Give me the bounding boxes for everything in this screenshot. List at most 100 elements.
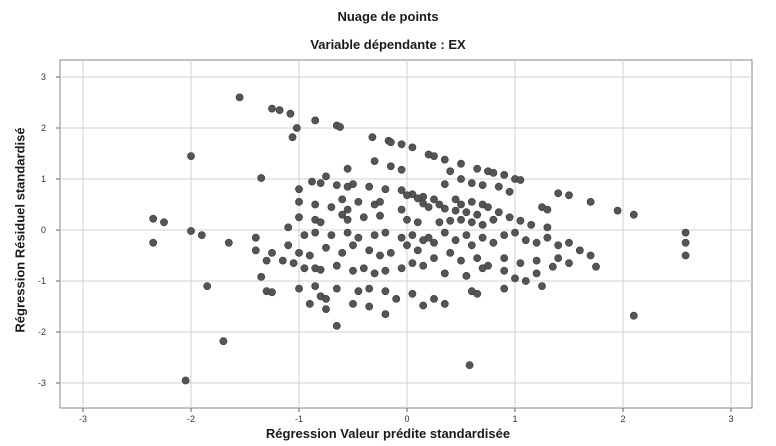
data-point [316,179,325,187]
data-point [370,157,379,165]
data-point [311,200,320,209]
data-point [181,376,190,385]
data-point [565,191,573,200]
y-tick-label: 0 [41,225,46,235]
data-point [629,210,638,219]
data-point [365,302,374,311]
data-point [187,152,195,160]
data-point [365,246,374,255]
x-axis-label: Régression Valeur prédite standardisée [265,426,511,441]
data-point [262,256,271,265]
data-point [516,259,525,267]
y-tick-label: -3 [38,378,46,388]
data-point [349,266,357,275]
data-point [338,210,347,219]
data-point [462,231,471,239]
data-point [554,241,563,250]
y-tick-label: 2 [41,123,46,133]
data-point [543,223,552,232]
data-point [268,104,276,113]
data-point [462,271,471,280]
data-point [338,248,347,257]
data-point [284,223,293,232]
data-point [478,181,487,189]
data-point [160,218,168,227]
data-point [322,294,330,303]
data-point [419,261,428,270]
data-point [397,233,406,242]
data-point [592,262,600,271]
data-point [478,264,487,273]
data-point [359,264,368,273]
data-point [440,269,449,278]
x-tick-label: 0 [404,414,409,424]
data-point [235,93,244,102]
data-point [505,213,514,222]
data-point [446,167,455,176]
data-point [300,264,309,273]
data-point [343,164,352,173]
data-point [397,205,406,214]
data-point [489,168,498,177]
data-point [386,138,395,147]
chart-title: Nuage de points [337,9,439,24]
data-point [451,195,460,204]
data-point [473,289,482,298]
data-point [681,251,690,260]
data-point [359,213,368,222]
data-point [381,185,390,194]
y-tick-label: 1 [41,174,46,184]
data-point [467,241,476,250]
data-point [586,197,595,206]
data-point [381,287,390,296]
data-point [516,176,525,184]
data-point [343,228,352,237]
data-point [376,251,384,260]
data-point [295,248,303,257]
data-point [397,140,406,149]
data-point [408,289,417,298]
data-point [473,210,482,219]
data-point [430,238,438,247]
data-point [343,215,352,224]
data-point [349,299,357,308]
data-point [286,109,295,118]
data-point [289,259,298,267]
x-tick-label: 1 [512,414,517,424]
data-point [478,233,487,242]
data-point [527,220,536,229]
data-point [386,162,395,171]
data-point [681,238,690,247]
x-tick-label: -1 [295,414,303,424]
data-point [413,218,422,227]
data-point [354,287,363,296]
data-point [316,265,325,274]
data-point [257,272,266,281]
data-point [368,133,377,142]
data-point [440,228,449,237]
data-point [322,172,330,181]
x-tick-label: -2 [187,414,195,424]
data-point [336,123,344,131]
data-point [521,236,530,245]
data-point [149,238,158,247]
data-point [149,214,158,223]
data-point [376,211,384,220]
data-point [521,277,530,285]
data-point [473,254,482,262]
data-point [532,256,541,265]
data-point [435,218,444,227]
data-point [494,208,503,217]
data-point [494,182,503,191]
data-point [354,233,363,242]
data-point [311,228,320,237]
data-point [403,191,411,200]
data-point [278,256,287,265]
data-point [295,284,303,293]
data-point [565,259,573,267]
data-point [370,269,379,278]
data-point [440,180,449,188]
data-point [338,195,347,204]
data-point [322,305,330,313]
data-point [381,228,390,237]
